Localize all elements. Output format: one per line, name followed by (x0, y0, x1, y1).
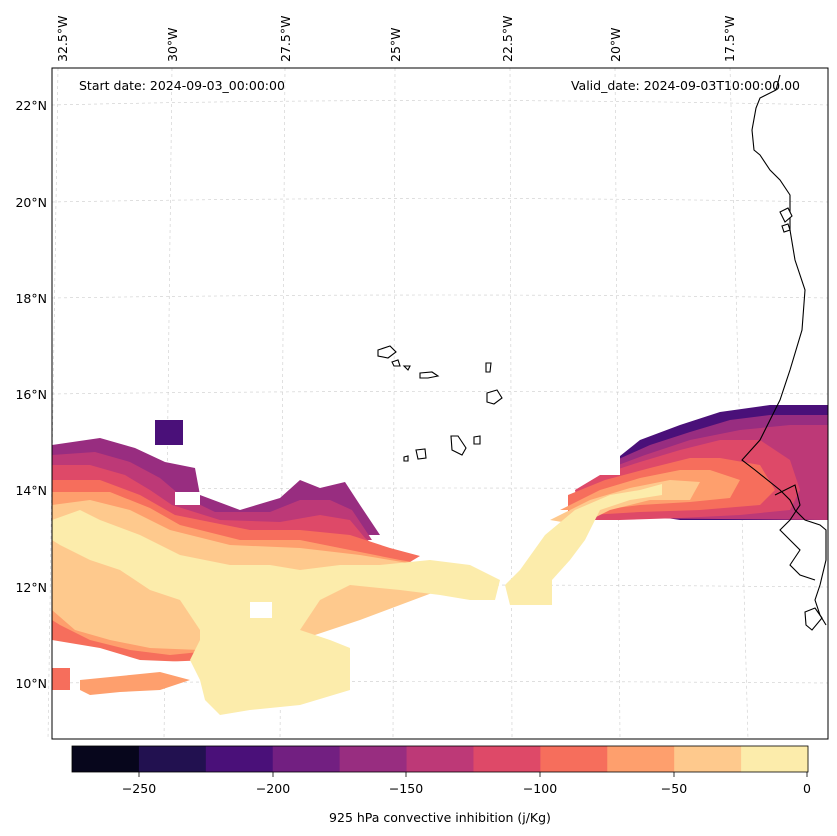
colorbar-segment (205, 746, 274, 772)
colorbar-ticks (138, 772, 808, 777)
island-canary-1 (779, 207, 793, 223)
lat-label: 10°N (15, 676, 47, 691)
lon-label: 20°W (608, 27, 623, 62)
island-sao-nicolau (419, 371, 440, 379)
cin-band-west-11 (155, 420, 183, 445)
cin-gap-west-1 (52, 640, 190, 672)
lon-label: 22.5°W (500, 16, 515, 62)
colorbar-segment (607, 746, 675, 772)
island-fogo (415, 448, 427, 460)
lat-label: 16°N (15, 387, 47, 402)
colorbar-segments (72, 746, 809, 772)
colorbar-label: 925 hPa convective inhibition (j/Kg) (329, 810, 551, 825)
lon-label: 32.5°W (55, 16, 70, 62)
lat-label: 18°N (15, 291, 47, 306)
island-santo-antao (377, 345, 397, 359)
colorbar-frame (71, 745, 809, 773)
latitude-labels: 22°N 20°N 18°N 16°N 14°N 12°N 10°N (15, 98, 47, 691)
island-santa-luzia (402, 365, 411, 371)
valid-date-annotation: Valid_date: 2024-09-03T10:00:00.00 (571, 78, 800, 93)
colorbar-tick-label: 0 (803, 781, 811, 796)
cin-band-east-8 (505, 484, 662, 605)
colorbar-segment (138, 746, 207, 772)
colorbar-tick-label: −150 (389, 781, 423, 796)
colorbar-tick-label: −100 (523, 781, 557, 796)
cin-band-west-7 (52, 510, 500, 645)
cin-field-east (505, 405, 828, 605)
coast-detail-2 (804, 607, 823, 631)
lon-label: 27.5°W (278, 16, 293, 62)
cin-band-west-10 (80, 672, 190, 695)
lat-label: 12°N (15, 580, 47, 595)
map-frame (51, 67, 829, 740)
start-date-annotation: Start date: 2024-09-03_00:00:00 (79, 78, 285, 93)
island-canary-2 (781, 223, 791, 233)
lon-label: 25°W (388, 27, 403, 62)
colorbar-segment (72, 746, 140, 772)
island-sal (485, 362, 492, 373)
island-santiago (450, 435, 467, 456)
lon-label: 17.5°W (722, 16, 737, 62)
island-sao-vicente (391, 359, 401, 367)
cin-band-west-9 (52, 668, 70, 690)
cin-field-west (52, 420, 500, 715)
island-boa-vista (486, 389, 503, 405)
colorbar-segment (674, 746, 742, 772)
colorbar-segment (406, 746, 474, 772)
coastlines (741, 74, 827, 631)
lat-label: 20°N (15, 195, 47, 210)
africa-coast (741, 74, 827, 626)
map-panel (47, 67, 829, 740)
island-maio (473, 435, 481, 445)
lon-label: 30°W (165, 27, 180, 62)
colorbar-segment (540, 746, 608, 772)
cin-gap-west-3 (175, 492, 200, 505)
cin-gap-west-2 (250, 602, 272, 618)
cin-gap-east-1 (597, 452, 620, 475)
cin-band-west-8 (190, 590, 350, 715)
colorbar-segment (741, 746, 809, 772)
islands (377, 207, 793, 462)
colorbar-segment (473, 746, 541, 772)
colorbar: −250 −200 −150 −100 −50 0 925 hPa convec… (71, 745, 811, 825)
coast-detail-1 (774, 484, 816, 581)
lat-label: 22°N (15, 98, 47, 113)
colorbar-tick-label: −200 (256, 781, 290, 796)
colorbar-tick-label: −50 (661, 781, 687, 796)
colorbar-segment (339, 746, 408, 772)
colorbar-tick-label: −250 (122, 781, 156, 796)
colorbar-segment (272, 746, 341, 772)
longitude-labels: 32.5°W 30°W 27.5°W 25°W 22.5°W 20°W 17.5… (55, 16, 737, 62)
island-brava (403, 455, 409, 462)
lat-label: 14°N (15, 483, 47, 498)
